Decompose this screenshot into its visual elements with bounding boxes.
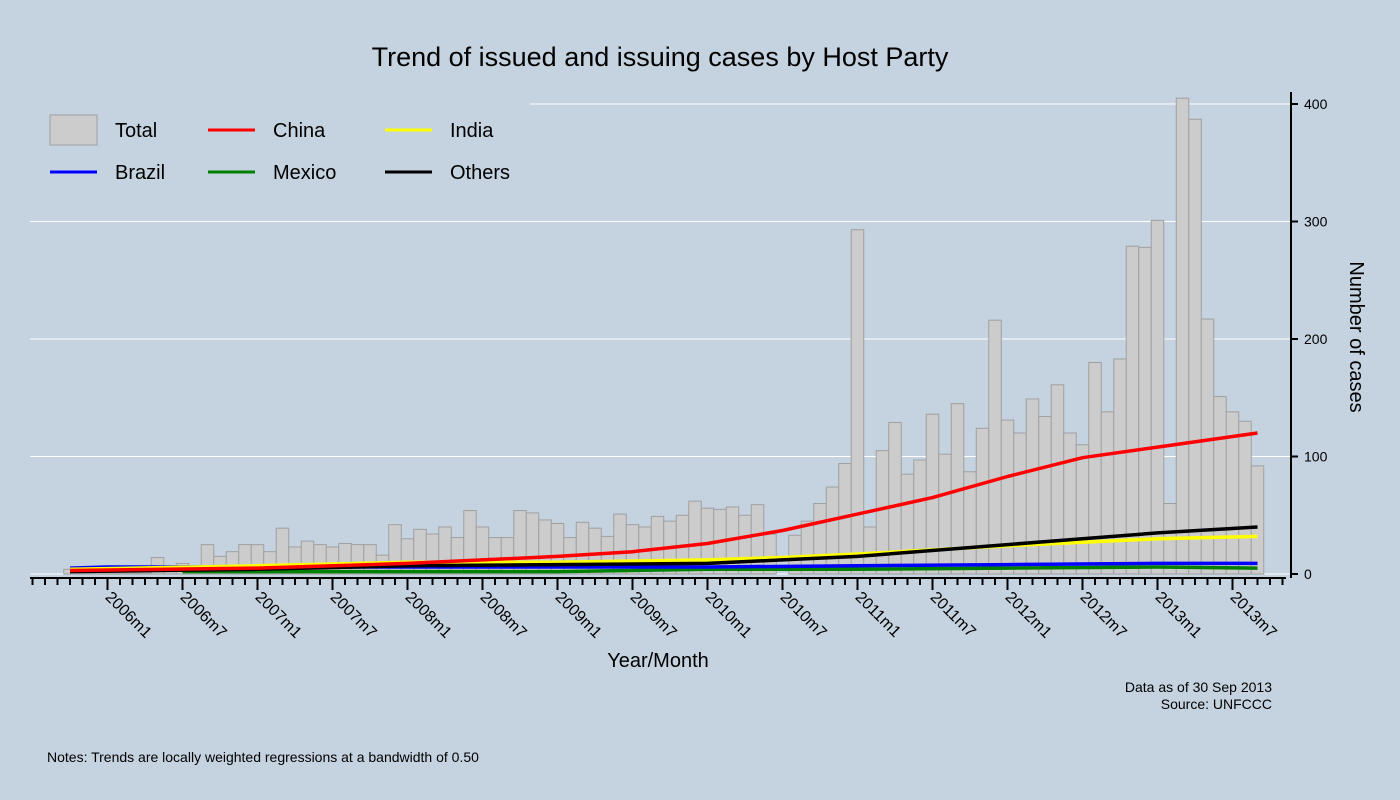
x-tick-label: 2012m7 [1077, 589, 1130, 642]
legend-label-india: India [450, 120, 494, 142]
bar-total [1150, 219, 1165, 575]
bar-total [1188, 118, 1202, 575]
legend-label-china: China [273, 120, 326, 142]
x-tick-label: 2007m7 [327, 589, 380, 642]
bar-total [1050, 384, 1065, 575]
legend: Total China India Brazil Mexico Others [49, 114, 510, 184]
bar-total [338, 542, 352, 575]
data-as-of: Data as of 30 Sep 2013 [1125, 679, 1272, 695]
bar-total [1125, 245, 1140, 575]
bar-total [988, 319, 1002, 575]
x-tick-label: 2006m1 [102, 589, 155, 642]
bar-total [825, 486, 840, 575]
bar-total [100, 572, 115, 575]
bar-total [363, 544, 377, 575]
bar-total [1025, 398, 1040, 575]
legend-swatch-total [49, 114, 98, 146]
x-tick-label: 2008m1 [402, 589, 455, 642]
bar-total [1175, 97, 1190, 575]
bar-total [750, 504, 765, 575]
bar-total [1075, 444, 1090, 575]
legend-label-mexico: Mexico [273, 162, 336, 184]
y-axis: 0 100 200 300 400 [1290, 92, 1328, 582]
trend-lines [69, 431, 1258, 574]
bar-total [350, 544, 365, 575]
x-tick-label: 2012m1 [1002, 589, 1055, 642]
bar-total [913, 459, 927, 575]
bar-total [813, 503, 827, 575]
bar-total [1100, 411, 1115, 575]
bar-total [1000, 419, 1015, 575]
bar-total [975, 427, 990, 575]
notes: Notes: Trends are locally weighted regre… [47, 749, 479, 765]
x-tick-label: 2011m1 [852, 589, 904, 641]
y-axis-label: Number of cases [1345, 261, 1367, 412]
bar-total [138, 572, 152, 575]
x-tick-label: 2010m1 [702, 589, 755, 642]
x-axis: 2006m1 2006m7 2007m1 2007m7 2008m1 2008m7 2009… [30, 577, 1286, 642]
bar-total [1238, 420, 1252, 575]
bar-total [1013, 432, 1027, 575]
x-tick-label: 2010m7 [777, 589, 830, 642]
x-tick-label: 2013m1 [1152, 589, 1205, 642]
x-axis-label: Year/Month [607, 650, 709, 672]
x-tick-label: 2006m7 [177, 589, 230, 642]
trend-line-others [69, 525, 1258, 574]
x-tick-label: 2007m1 [252, 589, 305, 642]
x-tick-label: 2009m1 [552, 589, 605, 642]
x-tick-label: 2008m7 [477, 589, 530, 642]
bar-total [1213, 396, 1227, 575]
bar-total [125, 572, 140, 575]
bar-total [850, 229, 865, 575]
legend-label-brazil: Brazil [115, 162, 165, 184]
bar-total [900, 473, 915, 575]
bar-total [113, 572, 127, 575]
bar-total [1063, 432, 1077, 575]
source: Source: UNFCCC [1161, 696, 1272, 712]
trend-line-mexico [182, 565, 1258, 574]
legend-label-total: Total [115, 120, 157, 142]
y-tick-label: 100 [1304, 449, 1328, 465]
x-tick-label: 2011m7 [927, 589, 979, 641]
x-tick-label: 2009m7 [627, 589, 680, 642]
legend-label-others: Others [450, 162, 510, 184]
legend-background [30, 96, 530, 196]
bar-total [1038, 416, 1052, 575]
y-tick-label: 300 [1304, 214, 1328, 230]
y-tick-label: 0 [1304, 566, 1312, 582]
y-tick-label: 400 [1304, 96, 1328, 112]
trend-line-china [69, 431, 1258, 573]
bar-total [938, 453, 952, 575]
y-tick-label: 200 [1304, 331, 1328, 347]
bar-total [1138, 246, 1152, 575]
bar-total [1250, 465, 1265, 575]
chart-title: Trend of issued and issuing cases by Hos… [372, 42, 949, 72]
x-tick-label: 2013m7 [1227, 589, 1280, 642]
